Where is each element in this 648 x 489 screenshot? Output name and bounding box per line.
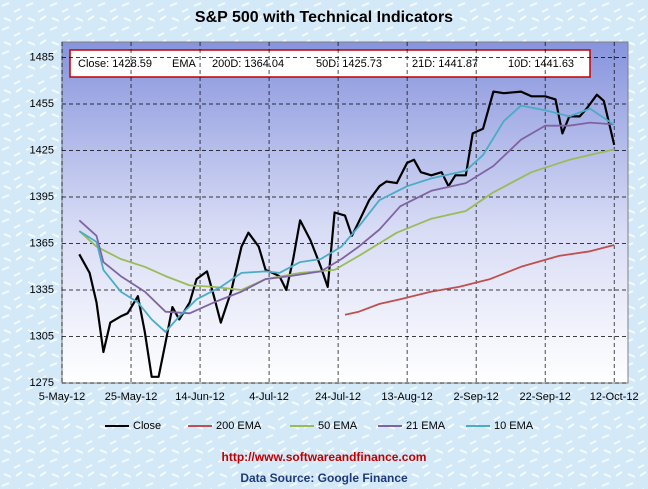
y-tick-label: 1485: [30, 51, 54, 63]
x-tick-label: 25-May-12: [105, 391, 158, 403]
x-tick-label: 14-Jun-12: [175, 391, 225, 403]
y-tick-label: 1455: [30, 98, 54, 110]
y-tick-label: 1425: [30, 144, 54, 156]
series-line: [78, 90, 616, 378]
footer-url: http://www.softwareandfinance.com: [222, 450, 427, 464]
x-tick-label: 13-Aug-12: [381, 391, 432, 403]
x-tick-label: 4-Jul-12: [249, 391, 289, 403]
legend-label: 10 EMA: [494, 420, 534, 432]
info-text: 10D: 1441.63: [508, 58, 574, 70]
legend-label: 21 EMA: [406, 420, 446, 432]
plot-area: [61, 41, 629, 384]
legend-label: Close: [133, 420, 161, 432]
x-tick-label: 2-Sep-12: [454, 391, 499, 403]
chart-title: S&P 500 with Technical Indicators: [195, 9, 453, 26]
info-text: 21D: 1441.87: [412, 58, 478, 70]
series-line: [344, 244, 615, 316]
x-tick-label: 12-Oct-12: [590, 391, 639, 403]
info-text: EMA: [172, 58, 197, 70]
y-tick-label: 1305: [30, 330, 54, 342]
y-tick-label: 1335: [30, 284, 54, 296]
y-tick-label: 1275: [30, 377, 54, 389]
info-box: [69, 49, 591, 78]
series-line: [78, 121, 615, 315]
series-line: [78, 104, 615, 333]
info-text: 50D: 1425.73: [316, 58, 382, 70]
info-text: 200D: 1364.04: [212, 58, 284, 70]
x-tick-label: 5-May-12: [39, 391, 85, 403]
info-text: Close: 1428.59: [78, 58, 152, 70]
legend-label: 50 EMA: [318, 420, 358, 432]
series-line: [78, 148, 615, 291]
legend-label: 200 EMA: [216, 420, 262, 432]
x-tick-label: 24-Jul-12: [315, 391, 361, 403]
x-tick-label: 22-Sep-12: [519, 391, 570, 403]
y-tick-label: 1395: [30, 191, 54, 203]
y-tick-label: 1365: [30, 237, 54, 249]
footer-source: Data Source: Google Finance: [240, 471, 408, 485]
